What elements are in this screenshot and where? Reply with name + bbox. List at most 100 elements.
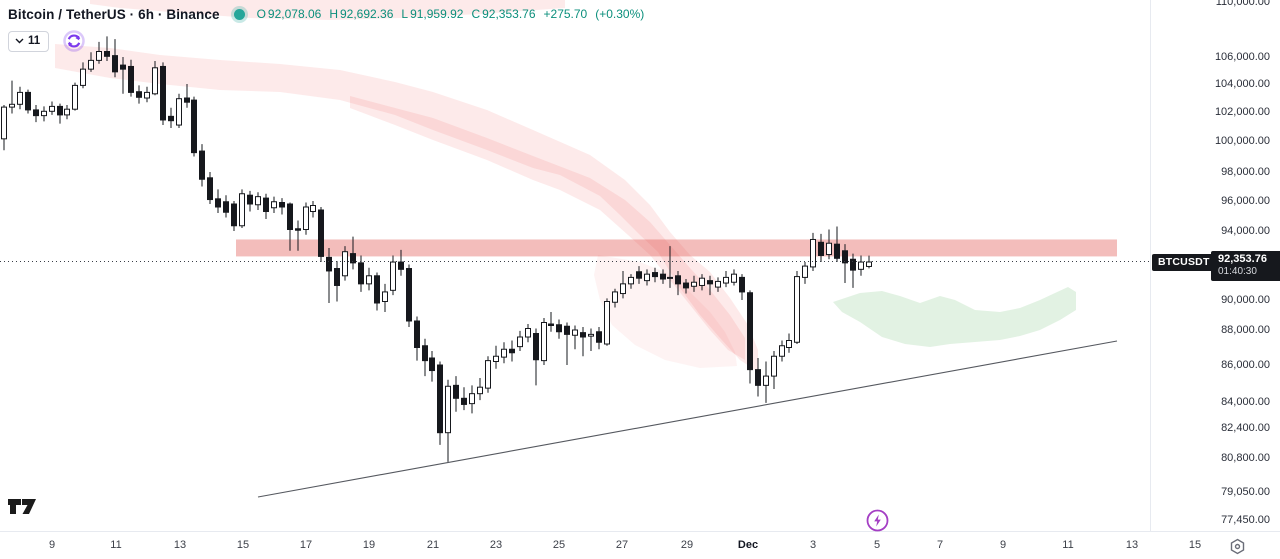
- candle-up: [802, 265, 808, 278]
- candle-up: [96, 51, 102, 61]
- candle-down: [834, 243, 840, 259]
- candle-up: [794, 276, 800, 343]
- time-axis-label: 15: [1188, 539, 1202, 551]
- candle-down: [104, 51, 110, 57]
- candle-up: [620, 283, 626, 295]
- price-axis-label: 106,000.00: [1214, 51, 1270, 63]
- candle-down: [247, 194, 253, 205]
- candle-up: [723, 276, 729, 284]
- time-axis-label: 29: [680, 539, 694, 551]
- last-price-badge[interactable]: 92,353.76 01:40:30: [1211, 251, 1280, 281]
- symbol-title[interactable]: Bitcoin / TetherUS · 6h · Binance: [8, 6, 220, 22]
- price-axis-label: 86,000.00: [1221, 359, 1270, 371]
- time-axis-label: 13: [173, 539, 187, 551]
- candle-up: [72, 84, 78, 110]
- candle-down: [25, 91, 31, 111]
- candle-up: [826, 242, 832, 256]
- price-axis-label: 84,000.00: [1221, 396, 1270, 408]
- candle-up: [9, 103, 15, 108]
- candle-down: [231, 203, 237, 227]
- last-price-symbol-tag[interactable]: BTCUSDT: [1152, 254, 1216, 271]
- candle-up: [469, 393, 475, 405]
- market-status-dot-icon: [233, 8, 245, 20]
- time-axis-label: 21: [426, 539, 440, 551]
- candle-down: [564, 325, 570, 335]
- price-axis-label: 104,000.00: [1214, 78, 1270, 90]
- candle-down: [358, 262, 364, 285]
- time-axis-label: 11: [110, 539, 122, 551]
- candle-down: [707, 280, 713, 285]
- time-axis-label: 23: [489, 539, 503, 551]
- ascending-trendline[interactable]: [257, 340, 1118, 498]
- candle-down: [461, 397, 467, 405]
- candle-down: [636, 271, 642, 279]
- candle-up: [303, 206, 309, 230]
- candle-up: [588, 333, 594, 337]
- last-price-value: 92,353.76: [1218, 253, 1267, 265]
- open-label: O: [256, 7, 266, 21]
- change-pct: (+0.30%): [595, 7, 645, 21]
- candle-down: [207, 177, 213, 201]
- candle-up: [477, 386, 483, 395]
- refresh-sync-icon[interactable]: [63, 30, 85, 52]
- candle-down: [398, 261, 404, 270]
- candle-up: [255, 196, 261, 206]
- candle-down: [747, 292, 753, 371]
- candles-series: [1, 36, 872, 462]
- kumo-dense: [350, 96, 745, 360]
- kumo-main: [55, 44, 758, 372]
- candle-down: [120, 64, 126, 70]
- candle-down: [199, 150, 205, 180]
- candle-down: [422, 345, 428, 362]
- candle-down: [57, 105, 63, 116]
- candle-up: [390, 261, 396, 291]
- time-axis-settings-gear-icon[interactable]: [1229, 538, 1246, 555]
- lightning-boost-icon[interactable]: [866, 509, 889, 532]
- candle-down: [287, 203, 293, 230]
- candle-up: [517, 336, 523, 348]
- supply-zone-rectangle[interactable]: [236, 239, 1117, 257]
- time-axis[interactable]: 9 11 13 15 17 19 21 23 25 27 29 Dec 3 5 7 9 11 13 15: [0, 531, 1280, 559]
- candle-down: [168, 115, 174, 122]
- bar-count-dropdown[interactable]: 11: [8, 30, 50, 52]
- candle-down: [850, 258, 856, 271]
- candle-down: [318, 209, 324, 257]
- candle-down: [842, 250, 848, 264]
- candle-up: [493, 355, 499, 362]
- close-value: 92,353.76: [482, 7, 536, 21]
- candle-up: [445, 385, 451, 434]
- low-value: 91,959.92: [410, 7, 464, 21]
- price-axis-label: 77,450.00: [1221, 514, 1270, 526]
- candle-down: [739, 276, 745, 293]
- price-axis-label: 79,050.00: [1221, 486, 1270, 498]
- candle-down: [160, 65, 166, 121]
- candle-down: [509, 348, 515, 354]
- candle-down: [334, 268, 340, 286]
- candle-down: [453, 384, 459, 399]
- candle-up: [644, 273, 650, 282]
- candle-down: [429, 357, 435, 372]
- candle-up: [382, 291, 388, 302]
- candle-down: [675, 275, 681, 285]
- candle-down: [660, 273, 666, 280]
- candle-up: [541, 322, 547, 362]
- candle-down: [652, 272, 658, 278]
- candle-down: [596, 331, 602, 343]
- candle-up: [572, 329, 578, 336]
- candle-down: [295, 228, 301, 231]
- price-axis-label: 82,400.00: [1221, 422, 1270, 434]
- candle-up: [88, 59, 94, 70]
- candle-up: [144, 91, 150, 99]
- candle-down: [406, 268, 412, 322]
- time-axis-label: 17: [299, 539, 313, 551]
- candle-down: [580, 332, 586, 338]
- candle-down: [223, 201, 229, 213]
- price-axis-label: 90,000.00: [1221, 294, 1270, 306]
- high-label: H: [329, 7, 338, 21]
- price-axis-label: 98,000.00: [1221, 166, 1270, 178]
- price-axis-label: 110,000.00: [1215, 0, 1270, 8]
- candle-up: [1, 106, 7, 140]
- tradingview-logo-icon[interactable]: [8, 497, 40, 516]
- candle-up: [501, 348, 507, 358]
